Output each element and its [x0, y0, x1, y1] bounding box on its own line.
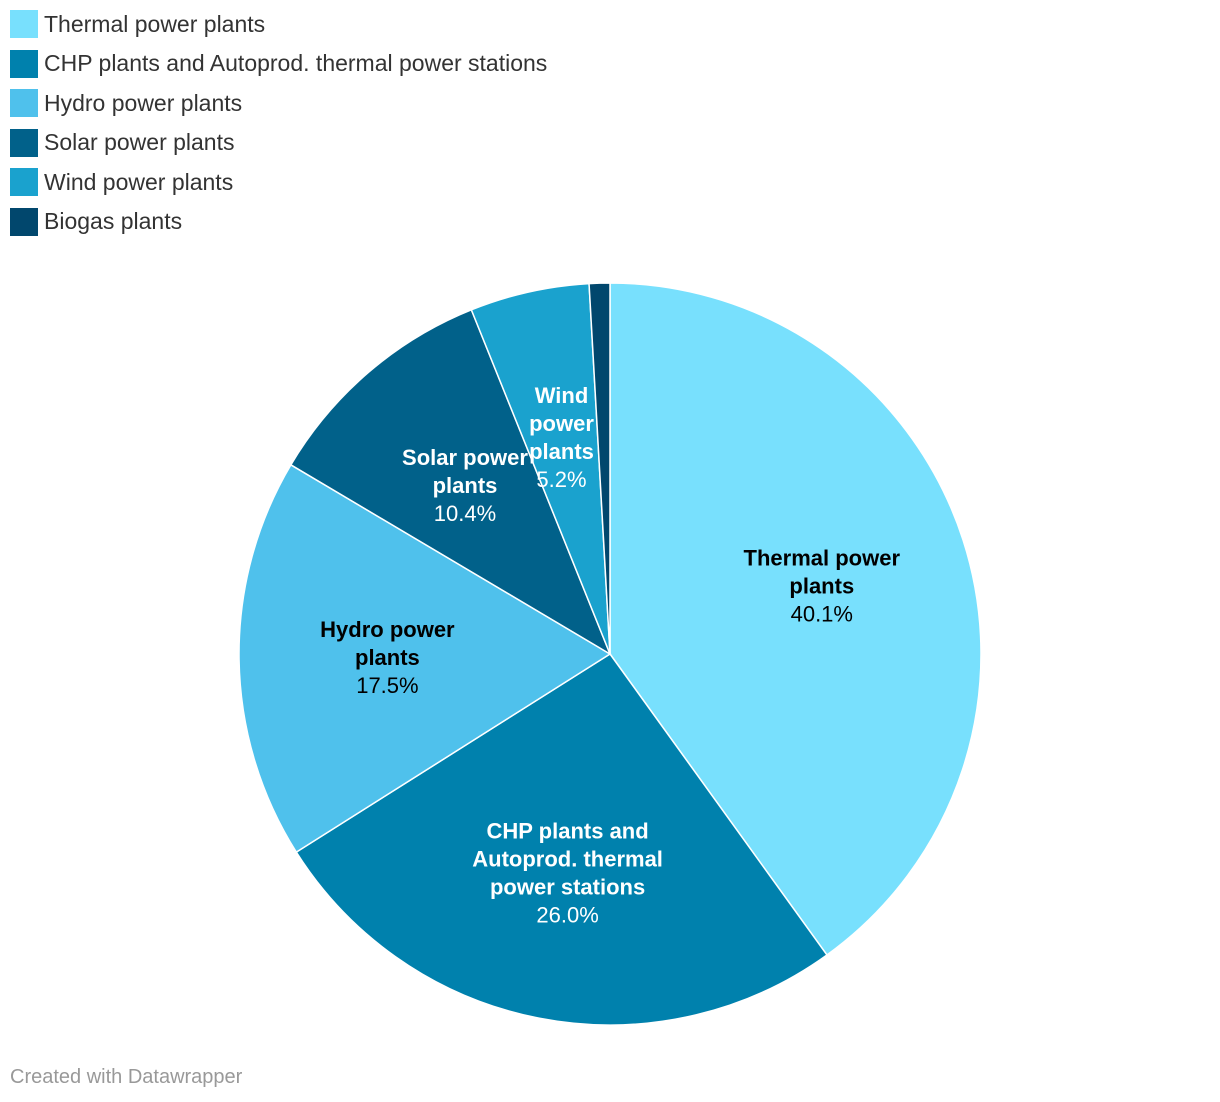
- legend-swatch: [10, 89, 38, 118]
- legend-item: Biogas plants: [10, 207, 547, 236]
- slice-name-label: Thermal power: [744, 546, 901, 571]
- slice-name-label: power stations: [490, 875, 645, 900]
- legend-label: Wind power plants: [44, 168, 234, 195]
- legend-swatch: [10, 10, 38, 38]
- legend-label: Solar power plants: [44, 129, 235, 156]
- slice-name-label: Wind: [535, 383, 589, 408]
- legend-label: Hydro power plants: [44, 89, 243, 116]
- legend-label: CHP plants and Autoprod. thermal power s…: [44, 50, 548, 77]
- slice-label: Solar power plants 10.4%: [402, 445, 528, 526]
- legend-swatch: [10, 207, 38, 236]
- slice-name-label: Solar power: [402, 445, 528, 470]
- slice-name-label: CHP plants and: [487, 819, 649, 844]
- slice-label: CHP plants and Autoprod. thermal power sta…: [472, 819, 663, 928]
- legend-item: Hydro power plants: [10, 89, 547, 118]
- legend-swatch: [10, 168, 38, 197]
- legend-item: Solar power plants: [10, 128, 547, 157]
- pie-slice: [289, 308, 612, 656]
- slice-name-label: power: [529, 411, 594, 436]
- slice-label: Hydro power plants 17.5%: [320, 617, 455, 698]
- slice-value-label: 10.4%: [434, 501, 496, 526]
- footer-credit: Created with Datawrapper: [10, 1066, 243, 1088]
- slice-name-label: plants: [433, 473, 498, 498]
- slice-name-label: Autoprod. thermal: [472, 847, 663, 872]
- slice-name-label: plants: [789, 574, 854, 599]
- slice-value-label: 26.0%: [536, 903, 598, 928]
- legend-item: CHP plants and Autoprod. thermal power s…: [10, 49, 548, 78]
- slice-name-label: Hydro power: [320, 617, 455, 642]
- slice-label: Wind power plants 5.2%: [529, 383, 594, 492]
- slice-name-label: plants: [355, 645, 420, 670]
- slice-name-label: plants: [529, 439, 594, 464]
- legend-swatch: [10, 128, 38, 157]
- slice-value-label: 17.5%: [356, 673, 418, 698]
- legend-item: Thermal power plants: [10, 10, 547, 38]
- pie-slice: [238, 463, 612, 854]
- legend-swatch: [10, 49, 38, 78]
- pie-slice: [588, 282, 611, 655]
- slice-value-label: 40.1%: [791, 602, 853, 627]
- pie-slice: [295, 652, 828, 1026]
- legend: Thermal power plants CHP plants and Autop…: [10, 10, 547, 248]
- pie-slice: [609, 282, 982, 957]
- legend-label: Thermal power plants: [44, 10, 266, 37]
- legend-label: Biogas plants: [44, 208, 183, 235]
- slice-label: Thermal power plants 40.1%: [744, 546, 901, 627]
- legend-item: Wind power plants: [10, 168, 547, 197]
- slice-value-label: 5.2%: [536, 467, 586, 492]
